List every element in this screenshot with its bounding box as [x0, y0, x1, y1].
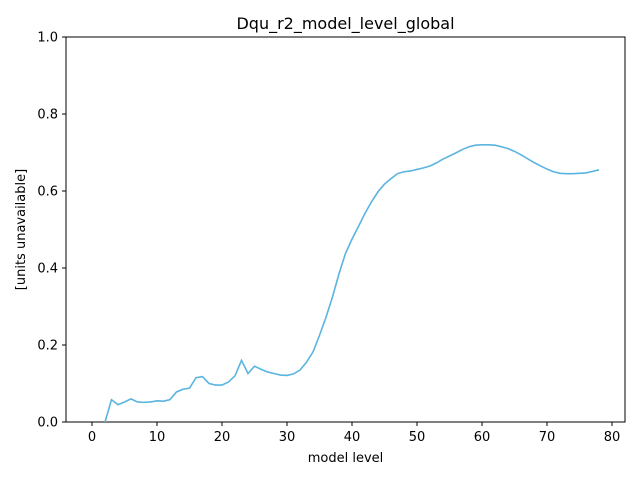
y-axis-label: [units unavailable] [14, 169, 29, 290]
x-tick-label: 0 [88, 430, 96, 445]
plot-area-frame [65, 36, 626, 423]
x-axis-label: model level [308, 451, 384, 466]
chart-title: Dqu_r2_model_level_global [236, 14, 454, 34]
y-tick-label: 0.8 [37, 108, 58, 123]
y-tick-label: 0.2 [37, 339, 58, 354]
y-tick-label: 0.6 [37, 185, 58, 200]
x-tick-label: 70 [539, 430, 556, 445]
y-tick-label: 0.0 [37, 416, 58, 431]
y-tick-label: 1.0 [37, 31, 58, 46]
x-tick-label: 50 [409, 430, 426, 445]
x-tick-label: 30 [279, 430, 296, 445]
x-tick-label: 60 [474, 430, 491, 445]
x-tick-label: 80 [604, 430, 621, 445]
x-tick-label: 10 [149, 430, 166, 445]
x-tick-label: 40 [344, 430, 361, 445]
y-axis: 0.0 0.2 0.4 0.6 0.8 1.0 [37, 31, 66, 431]
y-tick-label: 0.4 [37, 262, 58, 277]
x-axis: 0 10 20 30 40 50 60 70 80 [88, 422, 620, 445]
series-line [104, 144, 600, 423]
x-tick-label: 20 [214, 430, 231, 445]
